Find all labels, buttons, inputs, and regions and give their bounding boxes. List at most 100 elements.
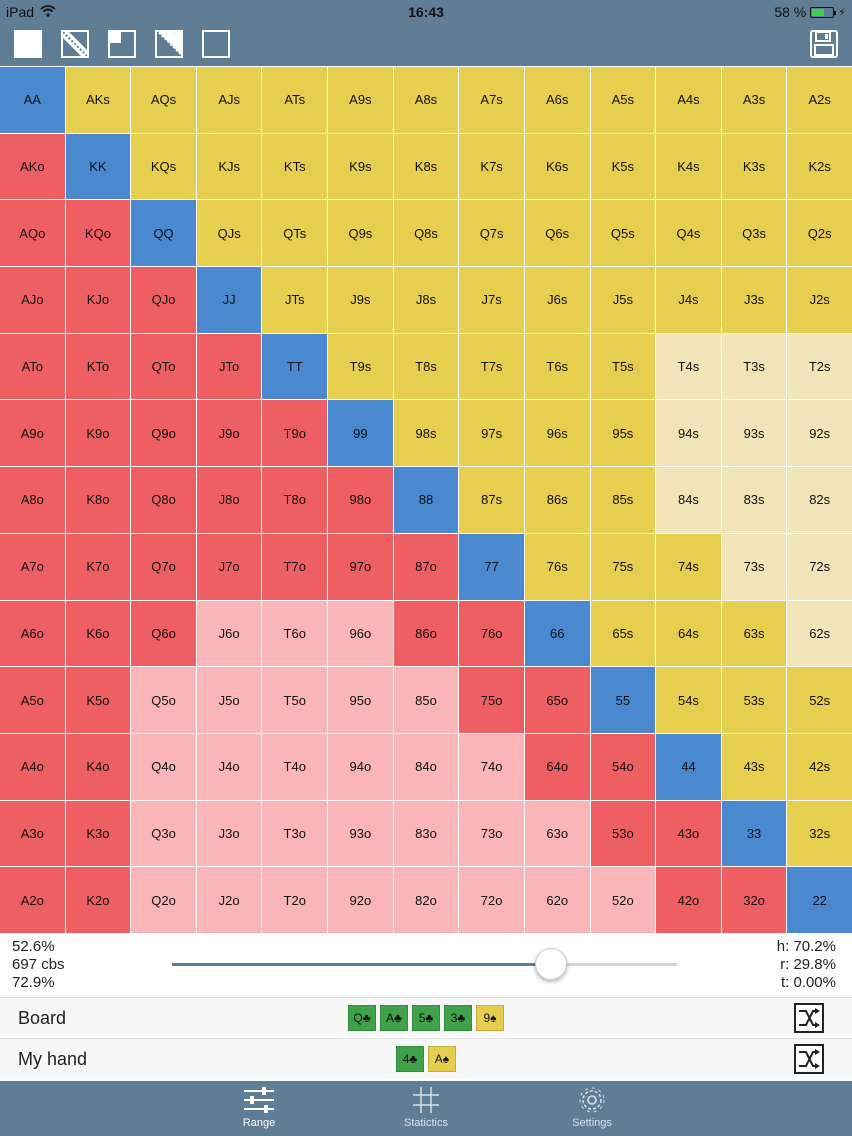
hand-cell[interactable]: K7s bbox=[459, 133, 524, 200]
hand-cell[interactable]: 62o bbox=[524, 867, 590, 933]
hand-cell[interactable]: A2s bbox=[787, 67, 852, 133]
hand-cell[interactable]: T9o bbox=[262, 400, 328, 467]
hand-cell[interactable]: Q9s bbox=[328, 200, 393, 267]
card[interactable]: A♠ bbox=[428, 1046, 456, 1072]
hand-cell[interactable]: KJo bbox=[65, 267, 131, 333]
hand-cell[interactable]: AJs bbox=[196, 67, 262, 133]
hand-cell[interactable]: T7o bbox=[262, 533, 328, 600]
floppy-disk-icon[interactable] bbox=[810, 30, 838, 58]
hand-cell[interactable]: QTo bbox=[131, 333, 196, 400]
hand-cell[interactable]: 72s bbox=[787, 533, 852, 600]
hand-cell[interactable]: QTs bbox=[262, 200, 328, 267]
hand-cell[interactable]: Q8o bbox=[131, 467, 196, 533]
hand-cell[interactable]: TT bbox=[262, 333, 328, 400]
hand-cell[interactable]: 85o bbox=[393, 667, 459, 733]
hand-cell[interactable]: J3s bbox=[721, 267, 787, 333]
hand-cell[interactable]: 84s bbox=[656, 467, 721, 533]
hand-cell[interactable]: AA bbox=[0, 67, 65, 133]
hand-cell[interactable]: T8s bbox=[393, 333, 459, 400]
hand-cell[interactable]: K4o bbox=[65, 733, 131, 800]
hand-cell[interactable]: A2o bbox=[0, 867, 65, 933]
hand-cell[interactable]: 73o bbox=[459, 800, 524, 867]
hand-cell[interactable]: K6o bbox=[65, 600, 131, 667]
hand-cell[interactable]: 95o bbox=[328, 667, 393, 733]
hand-cell[interactable]: Q4o bbox=[131, 733, 196, 800]
hand-cell[interactable]: T3s bbox=[721, 333, 787, 400]
hand-cell[interactable]: T6o bbox=[262, 600, 328, 667]
hand-cell[interactable]: A5o bbox=[0, 667, 65, 733]
hand-cell[interactable]: J4s bbox=[656, 267, 721, 333]
hand-cell[interactable]: KK bbox=[65, 133, 131, 200]
hand-cell[interactable]: 63s bbox=[721, 600, 787, 667]
hand-cell[interactable]: 99 bbox=[328, 400, 393, 467]
hand-cell[interactable]: 52s bbox=[787, 667, 852, 733]
hand-cell[interactable]: J6o bbox=[196, 600, 262, 667]
hand-cell[interactable]: KTs bbox=[262, 133, 328, 200]
hand-cell[interactable]: K9s bbox=[328, 133, 393, 200]
hand-cell[interactable]: K5o bbox=[65, 667, 131, 733]
hand-cell[interactable]: K9o bbox=[65, 400, 131, 467]
hand-cell[interactable]: K3o bbox=[65, 800, 131, 867]
hand-cell[interactable]: Q3s bbox=[721, 200, 787, 267]
hand-cell[interactable]: 33 bbox=[721, 800, 787, 867]
hand-cell[interactable]: 85s bbox=[590, 467, 656, 533]
hand-cell[interactable]: T4s bbox=[656, 333, 721, 400]
hand-cell[interactable]: AKs bbox=[65, 67, 131, 133]
hand-cell[interactable]: 22 bbox=[787, 867, 852, 933]
hand-cell[interactable]: T4o bbox=[262, 733, 328, 800]
hand-cell[interactable]: KQo bbox=[65, 200, 131, 267]
hand-cell[interactable]: J3o bbox=[196, 800, 262, 867]
hand-cell[interactable]: KTo bbox=[65, 333, 131, 400]
hand-cell[interactable]: 62s bbox=[787, 600, 852, 667]
hand-cell[interactable]: A8o bbox=[0, 467, 65, 533]
hand-cell[interactable]: A5s bbox=[590, 67, 656, 133]
hand-cell[interactable]: 86o bbox=[393, 600, 459, 667]
hand-cell[interactable]: Q7o bbox=[131, 533, 196, 600]
hand-cell[interactable]: K7o bbox=[65, 533, 131, 600]
hand-cell[interactable]: 86s bbox=[524, 467, 590, 533]
hand-cell[interactable]: KJs bbox=[196, 133, 262, 200]
hand-cell[interactable]: 75o bbox=[459, 667, 524, 733]
hand-cell[interactable]: T3o bbox=[262, 800, 328, 867]
hand-cell[interactable]: Q3o bbox=[131, 800, 196, 867]
hand-cell[interactable]: 42o bbox=[656, 867, 721, 933]
hand-cell[interactable]: 74s bbox=[656, 533, 721, 600]
hand-cell[interactable]: 64s bbox=[656, 600, 721, 667]
hand-cell[interactable]: A7o bbox=[0, 533, 65, 600]
hand-cell[interactable]: K4s bbox=[656, 133, 721, 200]
hand-cell[interactable]: 64o bbox=[524, 733, 590, 800]
hand-cell[interactable]: QJs bbox=[196, 200, 262, 267]
hand-cell[interactable]: J2s bbox=[787, 267, 852, 333]
card[interactable]: 3♣ bbox=[444, 1005, 472, 1031]
hand-cell[interactable]: JTo bbox=[196, 333, 262, 400]
hand-cell[interactable]: 87o bbox=[393, 533, 459, 600]
hand-cell[interactable]: 88 bbox=[393, 467, 459, 533]
hand-cell[interactable]: T6s bbox=[524, 333, 590, 400]
tab-statistics[interactable]: Statictics bbox=[366, 1085, 486, 1135]
hand-cell[interactable]: K3s bbox=[721, 133, 787, 200]
hand-cell[interactable]: K6s bbox=[524, 133, 590, 200]
hand-cell[interactable]: 55 bbox=[590, 667, 656, 733]
hand-cell[interactable]: A7s bbox=[459, 67, 524, 133]
hand-cell[interactable]: J9s bbox=[328, 267, 393, 333]
hand-cell[interactable]: 87s bbox=[459, 467, 524, 533]
hand-cell[interactable]: A3o bbox=[0, 800, 65, 867]
shuffle-icon[interactable] bbox=[794, 1003, 824, 1033]
hand-cell[interactable]: T2o bbox=[262, 867, 328, 933]
hand-cell[interactable]: 97o bbox=[328, 533, 393, 600]
hand-cell[interactable]: T5s bbox=[590, 333, 656, 400]
hand-cell[interactable]: 96o bbox=[328, 600, 393, 667]
hand-cell[interactable]: QJo bbox=[131, 267, 196, 333]
empty-square-icon[interactable] bbox=[202, 30, 230, 58]
hand-cell[interactable]: 54s bbox=[656, 667, 721, 733]
hand-cell[interactable]: 98s bbox=[393, 400, 459, 467]
hand-cell[interactable]: KQs bbox=[131, 133, 196, 200]
hand-cell[interactable]: 84o bbox=[393, 733, 459, 800]
hand-cell[interactable]: A4o bbox=[0, 733, 65, 800]
card[interactable]: 4♣ bbox=[396, 1046, 424, 1072]
hand-cell[interactable]: 53o bbox=[590, 800, 656, 867]
hand-cell[interactable]: 43s bbox=[721, 733, 787, 800]
hand-cell[interactable]: A6o bbox=[0, 600, 65, 667]
hand-cell[interactable]: AJo bbox=[0, 267, 65, 333]
hand-cell[interactable]: ATs bbox=[262, 67, 328, 133]
